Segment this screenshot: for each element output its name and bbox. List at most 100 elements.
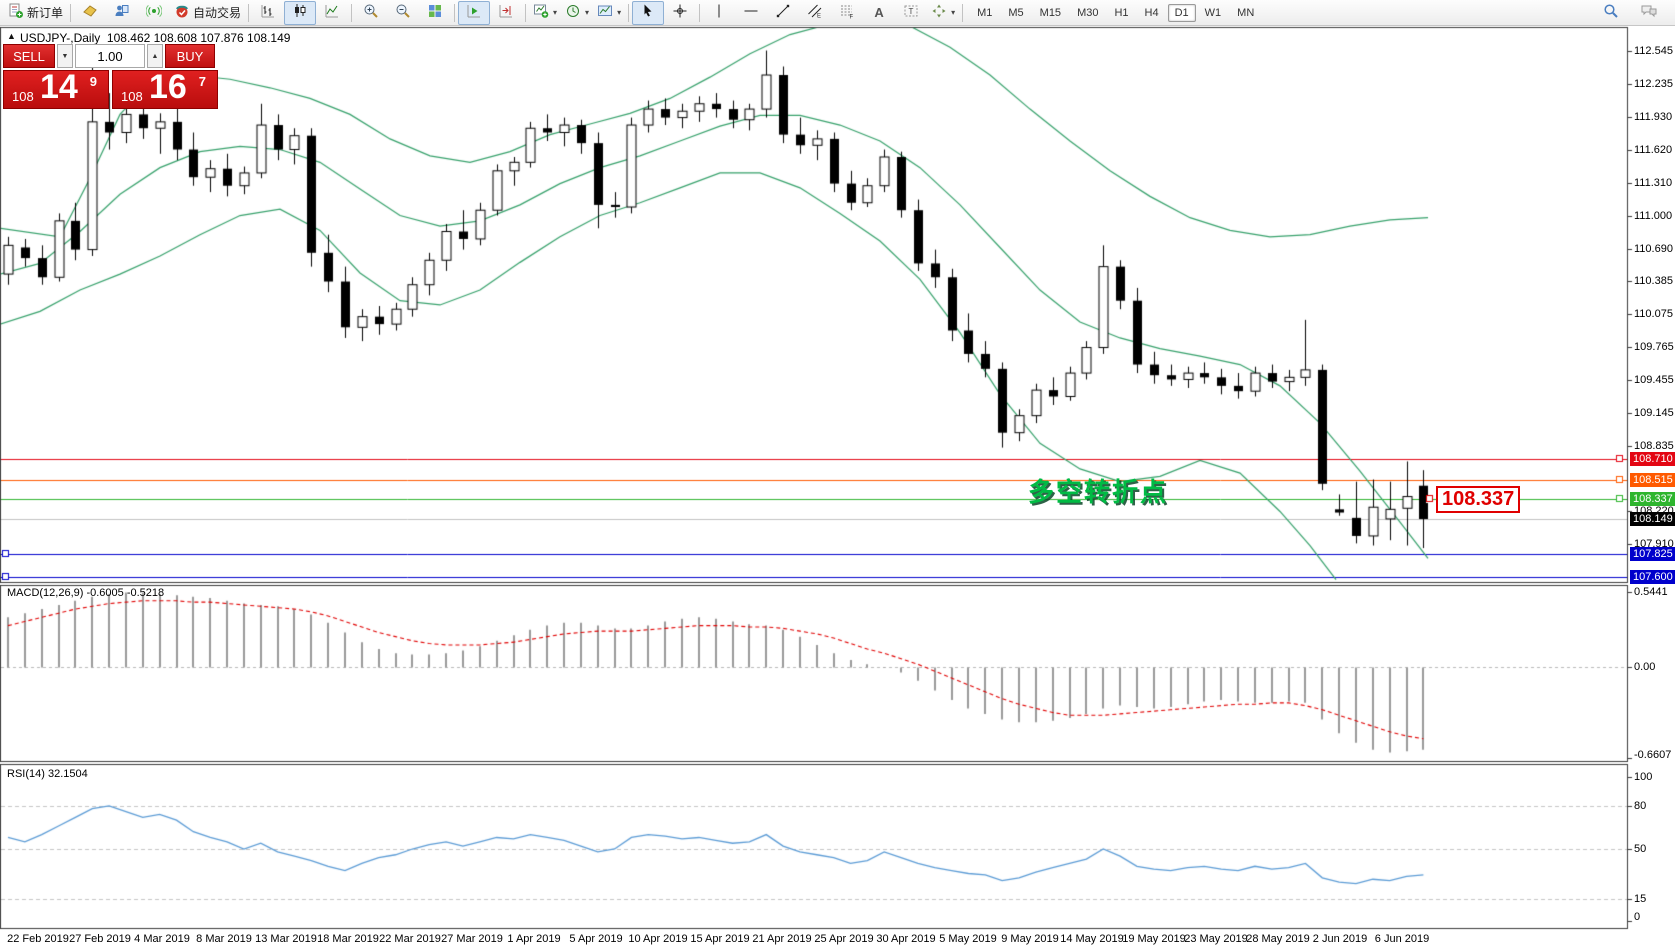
candlestick-mode-button[interactable] xyxy=(284,0,317,25)
bar-chart-mode-button[interactable] xyxy=(252,1,284,25)
macd-pane-divider[interactable] xyxy=(0,581,1628,586)
annotation-text[interactable]: 多空转折点 xyxy=(1028,477,1169,507)
chevron-down-icon: ▾ xyxy=(617,8,622,17)
price-line-label: 107.825 xyxy=(1630,546,1675,561)
text-tool[interactable]: A xyxy=(863,1,895,25)
sell-price-panel[interactable]: 108 14 9 xyxy=(3,68,109,109)
date-axis-label: 23 May 2019 xyxy=(1184,933,1248,945)
one-click-trading-panel: SELL ▼ 1.00 ▲ BUY 108 14 9 108 16 7 xyxy=(3,44,223,109)
tile-windows-button[interactable] xyxy=(419,1,451,25)
community-button[interactable] xyxy=(106,1,138,25)
crosshair-tool-button[interactable] xyxy=(664,1,696,25)
timeframe-bar: M1 M5 M15 M30 H1 H4 D1 W1 MN xyxy=(970,3,1261,22)
date-axis-label: 1 Apr 2019 xyxy=(507,933,561,945)
metaeditor-button[interactable] xyxy=(74,1,106,25)
timeframe-w1[interactable]: W1 xyxy=(1204,6,1222,19)
price-line-label: 107.600 xyxy=(1630,570,1675,585)
search-icon xyxy=(1603,3,1619,22)
macd-axis-tick: 0.5441 xyxy=(1634,585,1668,598)
zoom-in-button[interactable] xyxy=(355,1,387,25)
search-button[interactable] xyxy=(1595,1,1627,25)
svg-text:T: T xyxy=(909,7,914,16)
date-axis-label: 8 Mar 2019 xyxy=(196,933,252,945)
buy-price-main: 16 xyxy=(149,68,187,106)
toolbar-separator xyxy=(454,3,456,22)
cursor-icon xyxy=(640,3,656,22)
chevron-down-icon: ▾ xyxy=(951,8,956,17)
vertical-line-icon xyxy=(711,3,727,22)
volume-increase-button[interactable]: ▲ xyxy=(147,44,163,68)
buy-price-panel[interactable]: 108 16 7 xyxy=(112,68,218,109)
horizontal-line-icon xyxy=(743,3,759,22)
indicators-icon xyxy=(533,3,549,22)
price-line-label: 108.515 xyxy=(1630,473,1675,488)
zoom-out-button[interactable] xyxy=(387,1,419,25)
autotrading-button[interactable]: 自动交易 xyxy=(170,1,245,25)
auto-scroll-button[interactable] xyxy=(458,0,491,25)
price-line-label: 108.337 xyxy=(1630,492,1675,506)
fibonacci-tool[interactable]: F xyxy=(831,1,863,25)
trendline-tool[interactable] xyxy=(767,1,799,25)
date-axis-label: 9 May 2019 xyxy=(1001,933,1059,945)
line-chart-mode-button[interactable] xyxy=(316,1,348,25)
volume-decrease-button[interactable]: ▼ xyxy=(57,44,73,68)
volume-input[interactable]: 1.00 xyxy=(75,44,145,68)
chart-shift-button[interactable] xyxy=(490,1,522,25)
arrows-dropdown[interactable]: ▾ xyxy=(927,1,959,25)
price-line-label: 108.149 xyxy=(1630,512,1675,527)
timeframe-h1[interactable]: H1 xyxy=(1114,6,1129,19)
macd-indicator-label: MACD(12,26,9) -0.6005 -0.5218 xyxy=(7,587,165,599)
channel-tool[interactable]: E xyxy=(799,1,831,25)
text-label-tool[interactable]: T xyxy=(895,1,927,25)
tile-windows-icon xyxy=(427,3,443,22)
cursor-tool-button[interactable] xyxy=(632,0,665,25)
buy-button[interactable]: BUY xyxy=(165,44,215,68)
toolbar-right-group xyxy=(1595,1,1671,25)
channel-icon: E xyxy=(807,3,823,22)
date-axis-label: 30 Apr 2019 xyxy=(876,933,936,945)
sell-button[interactable]: SELL xyxy=(3,44,55,68)
sell-price-main: 14 xyxy=(40,68,78,106)
timeframe-mn[interactable]: MN xyxy=(1237,6,1255,19)
toolbar-separator xyxy=(525,3,527,22)
timeframe-m30[interactable]: M30 xyxy=(1077,6,1099,19)
date-axis-label: 5 Apr 2019 xyxy=(569,933,623,945)
chart-shift-icon xyxy=(498,3,514,22)
svg-text:F: F xyxy=(850,15,854,20)
timeframe-d1[interactable]: D1 xyxy=(1167,3,1196,22)
price-axis-tick: 111.930 xyxy=(1634,110,1673,123)
chevron-down-icon: ▾ xyxy=(585,8,590,17)
price-axis-tick: 110.690 xyxy=(1634,242,1673,255)
toolbar-separator xyxy=(248,3,250,22)
toolbar-separator xyxy=(699,3,701,22)
timeframe-h4[interactable]: H4 xyxy=(1144,6,1159,19)
timeframe-m15[interactable]: M15 xyxy=(1039,6,1062,19)
price-callout-label[interactable]: 108.337 xyxy=(1436,486,1521,513)
chat-button[interactable] xyxy=(1633,1,1665,25)
date-axis-label: 14 May 2019 xyxy=(1060,933,1124,945)
date-axis-label: 5 May 2019 xyxy=(939,933,997,945)
periods-dropdown[interactable]: ▾ xyxy=(561,1,593,25)
horizontal-line-tool[interactable] xyxy=(735,1,767,25)
templates-dropdown[interactable]: ▾ xyxy=(593,1,625,25)
signals-button[interactable] xyxy=(138,1,170,25)
template-icon xyxy=(597,3,613,22)
new-order-button[interactable]: 新订单 xyxy=(4,1,67,25)
price-axis-tick: 111.310 xyxy=(1634,176,1673,189)
rsi-axis-tick: 50 xyxy=(1634,843,1647,855)
date-axis-label: 4 Mar 2019 xyxy=(134,933,190,945)
rsi-pane-divider[interactable] xyxy=(0,760,1628,765)
one-click-panel-toggle[interactable]: ▲ xyxy=(7,31,16,41)
price-axis-tick: 108.835 xyxy=(1634,439,1674,452)
price-axis-tick: 111.620 xyxy=(1634,143,1673,156)
indicators-dropdown[interactable]: ▾ xyxy=(529,1,561,25)
fibonacci-icon: F xyxy=(839,3,855,22)
toolbar-separator xyxy=(70,3,72,22)
chart-ohlc-values: 108.462 108.608 107.876 108.149 xyxy=(106,31,291,45)
timeframe-m1[interactable]: M1 xyxy=(977,6,993,19)
macd-axis-tick: -0.6607 xyxy=(1634,749,1672,761)
timeframe-m5[interactable]: M5 xyxy=(1008,6,1024,19)
vertical-line-tool[interactable] xyxy=(703,1,735,25)
chevron-down-icon: ▼ xyxy=(61,52,69,60)
